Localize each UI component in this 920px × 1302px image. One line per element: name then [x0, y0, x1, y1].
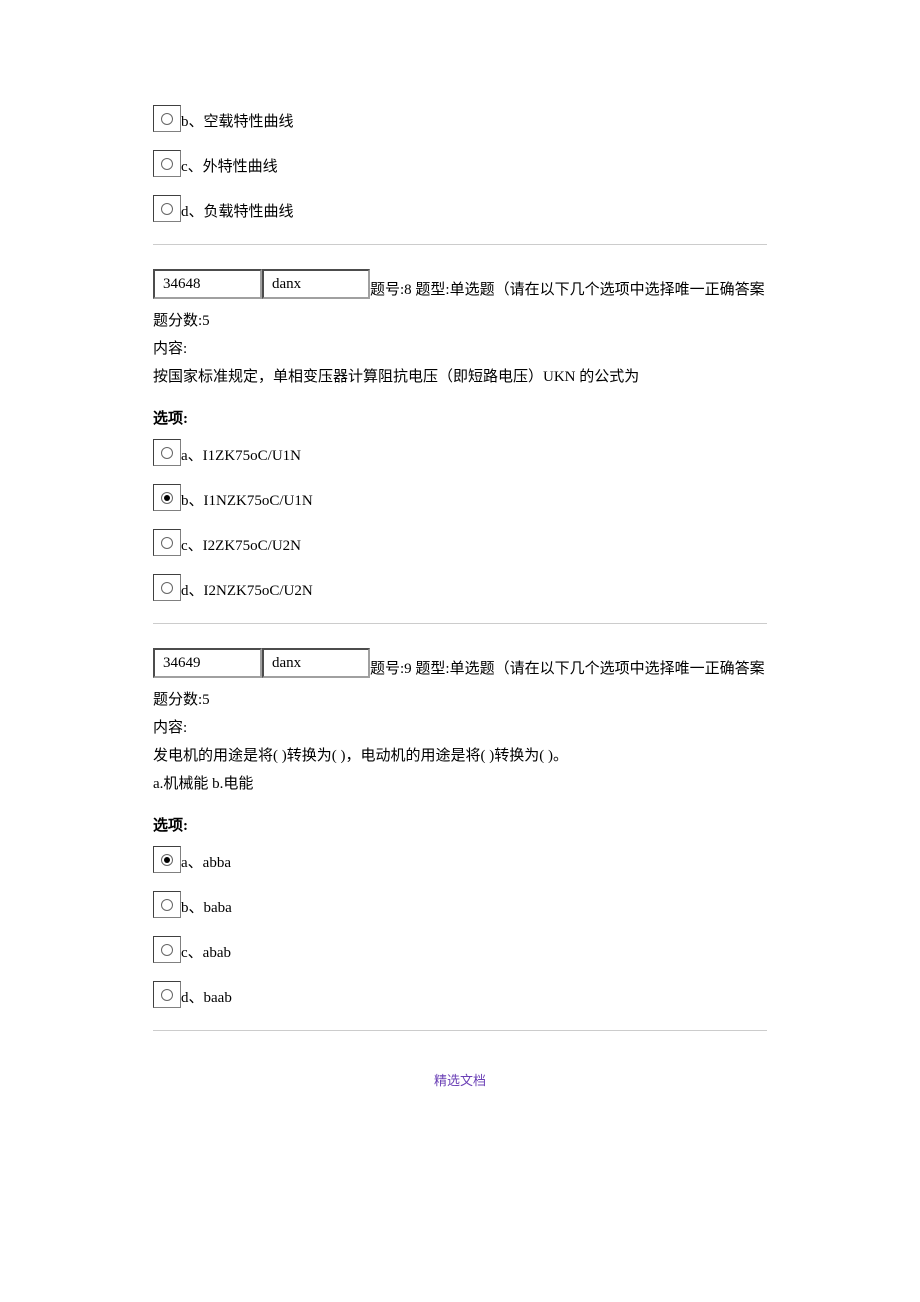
q8-option-b[interactable]: b、I1NZK75oC/U1N [153, 484, 767, 511]
q8-header-text: 题号:8 题型:单选题（请在以下几个选项中选择唯一正确答案 [370, 278, 765, 302]
q8-score: 题分数:5 [153, 309, 767, 333]
radio-box[interactable] [153, 936, 181, 963]
radio-box[interactable] [153, 195, 181, 222]
option-label: c、外特性曲线 [181, 155, 278, 179]
option-label: a、abba [181, 851, 231, 875]
radio-box[interactable] [153, 574, 181, 601]
option-label: d、baab [181, 986, 232, 1010]
q8-id-type: danx [272, 272, 301, 296]
radio-box[interactable] [153, 105, 181, 132]
q8-content-text: 按国家标准规定，单相变压器计算阻抗电压（即短路电压）UKN 的公式为 [153, 365, 767, 389]
q9-option-d[interactable]: d、baab [153, 981, 767, 1008]
radio-box[interactable] [153, 439, 181, 466]
divider [153, 244, 767, 245]
question-8: 34648 danx 题号:8 题型:单选题（请在以下几个选项中选择唯一正确答案… [153, 269, 767, 601]
q8-id-num: 34648 [163, 272, 201, 296]
option-label: c、abab [181, 941, 231, 965]
q8-content-label: 内容: [153, 337, 767, 361]
q8-option-a[interactable]: a、I1ZK75oC/U1N [153, 439, 767, 466]
option-label: b、I1NZK75oC/U1N [181, 489, 313, 513]
q8-option-c[interactable]: c、I2ZK75oC/U2N [153, 529, 767, 556]
radio-box[interactable] [153, 484, 181, 511]
option-label: c、I2ZK75oC/U2N [181, 534, 301, 558]
q9-option-c[interactable]: c、abab [153, 936, 767, 963]
q9-meta-row: 34649 danx 题号:9 题型:单选题（请在以下几个选项中选择唯一正确答案 [153, 648, 767, 678]
radio-box[interactable] [153, 891, 181, 918]
q9-type-box: danx [262, 648, 370, 678]
q7-options-partial: b、空载特性曲线 c、外特性曲线 d、负载特性曲线 [153, 105, 767, 222]
divider [153, 623, 767, 624]
q9-id-box: 34649 [153, 648, 262, 678]
option-label: d、负载特性曲线 [181, 200, 294, 224]
q9-content-label: 内容: [153, 716, 767, 740]
q8-meta-row: 34648 danx 题号:8 题型:单选题（请在以下几个选项中选择唯一正确答案 [153, 269, 767, 299]
option-label: b、baba [181, 896, 232, 920]
radio-box[interactable] [153, 150, 181, 177]
q9-content-text: 发电机的用途是将( )转换为( )，电动机的用途是将( )转换为( )。 [153, 744, 767, 768]
q7-option-c[interactable]: c、外特性曲线 [153, 150, 767, 177]
option-label: d、I2NZK75oC/U2N [181, 579, 313, 603]
divider [153, 1030, 767, 1031]
q9-options-heading: 选项: [153, 814, 767, 838]
radio-box[interactable] [153, 529, 181, 556]
q9-score: 题分数:5 [153, 688, 767, 712]
footer-text: 精选文档 [153, 1071, 767, 1122]
radio-box[interactable] [153, 846, 181, 873]
q8-options-heading: 选项: [153, 407, 767, 431]
radio-box[interactable] [153, 981, 181, 1008]
q9-option-b[interactable]: b、baba [153, 891, 767, 918]
q9-header-text: 题号:9 题型:单选题（请在以下几个选项中选择唯一正确答案 [370, 657, 765, 681]
q8-type-box: danx [262, 269, 370, 299]
q7-option-d[interactable]: d、负载特性曲线 [153, 195, 767, 222]
q9-id-type: danx [272, 651, 301, 675]
option-label: b、空载特性曲线 [181, 110, 294, 134]
q9-option-a[interactable]: a、abba [153, 846, 767, 873]
q9-content-text2: a.机械能 b.电能 [153, 772, 767, 796]
q7-option-b[interactable]: b、空载特性曲线 [153, 105, 767, 132]
option-label: a、I1ZK75oC/U1N [181, 444, 301, 468]
q8-id-box: 34648 [153, 269, 262, 299]
q9-id-num: 34649 [163, 651, 201, 675]
q8-option-d[interactable]: d、I2NZK75oC/U2N [153, 574, 767, 601]
question-9: 34649 danx 题号:9 题型:单选题（请在以下几个选项中选择唯一正确答案… [153, 648, 767, 1008]
